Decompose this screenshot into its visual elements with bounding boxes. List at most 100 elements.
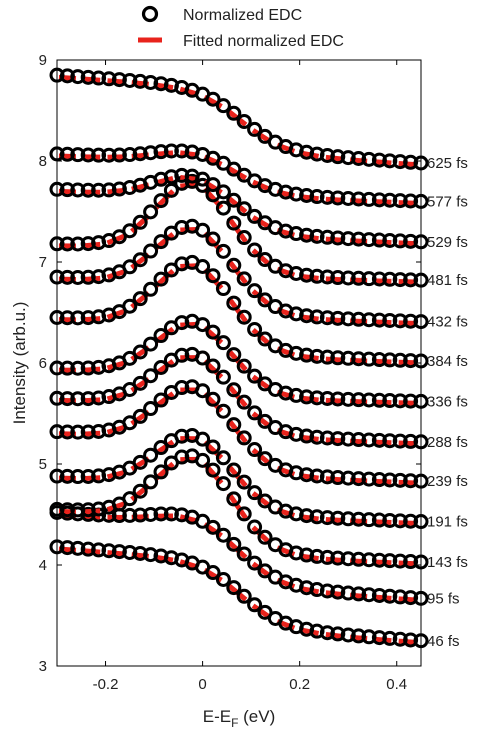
edc-point bbox=[215, 403, 231, 419]
edc-point bbox=[351, 392, 367, 408]
edc-point bbox=[80, 182, 96, 198]
edc-point bbox=[143, 506, 159, 522]
edc-point bbox=[371, 512, 387, 528]
edc-point bbox=[122, 298, 138, 314]
edc-point bbox=[153, 392, 169, 408]
edc-point bbox=[340, 231, 356, 247]
series-group bbox=[49, 427, 429, 530]
edc-point bbox=[413, 434, 429, 450]
edc-point bbox=[70, 269, 86, 285]
edc-point bbox=[330, 470, 346, 486]
edc-point bbox=[247, 321, 263, 337]
edc-point bbox=[392, 272, 408, 288]
series-group bbox=[49, 379, 429, 489]
edc-point bbox=[257, 529, 273, 545]
fit-dash bbox=[179, 86, 198, 97]
edc-point bbox=[163, 506, 179, 522]
edc-point bbox=[257, 413, 273, 429]
edc-point bbox=[403, 233, 419, 249]
edc-point bbox=[143, 204, 159, 220]
series-group bbox=[49, 448, 429, 570]
curve-label: 432 fs bbox=[427, 314, 468, 331]
edc-point bbox=[361, 629, 377, 645]
edc-point bbox=[361, 432, 377, 448]
edc-point bbox=[122, 382, 138, 398]
edc-point bbox=[403, 193, 419, 209]
fit-dash bbox=[251, 411, 272, 429]
edc-point bbox=[403, 353, 419, 369]
edc-point bbox=[403, 590, 419, 606]
edc-point bbox=[215, 527, 231, 543]
edc-point bbox=[319, 549, 335, 565]
edc-point bbox=[403, 513, 419, 529]
x-tick-label: -0.2 bbox=[93, 676, 119, 693]
fit-dash bbox=[251, 289, 272, 308]
edc-point bbox=[122, 415, 138, 431]
fit-dash bbox=[154, 439, 175, 456]
series-group bbox=[49, 313, 429, 409]
edc-point bbox=[122, 147, 138, 163]
edc-point bbox=[153, 271, 169, 287]
x-axis-label-sub: F bbox=[231, 716, 238, 730]
edc-point bbox=[340, 585, 356, 601]
edc-point bbox=[392, 553, 408, 569]
edc-point bbox=[309, 509, 325, 525]
edc-point bbox=[319, 390, 335, 406]
series-group bbox=[49, 173, 429, 288]
edc-point bbox=[143, 336, 159, 352]
edc-point bbox=[174, 428, 190, 444]
edc-point bbox=[351, 471, 367, 487]
edc-point bbox=[143, 243, 159, 259]
edc-point bbox=[330, 230, 346, 246]
curve-label: 239 fs bbox=[427, 473, 468, 490]
edc-point bbox=[111, 544, 127, 560]
fit-dash bbox=[251, 525, 272, 546]
fit-dash bbox=[226, 216, 248, 244]
series-group bbox=[49, 67, 429, 171]
edc-point bbox=[392, 313, 408, 329]
edc-point bbox=[340, 551, 356, 567]
edc-point bbox=[403, 554, 419, 570]
edc-point bbox=[101, 543, 117, 559]
edc-point bbox=[49, 468, 65, 484]
edc-point bbox=[59, 68, 75, 84]
edc-point bbox=[371, 232, 387, 248]
series-group bbox=[49, 254, 429, 369]
edc-point bbox=[309, 228, 325, 244]
edc-point bbox=[351, 151, 367, 167]
edc-point bbox=[80, 391, 96, 407]
curve-label: 336 fs bbox=[427, 393, 468, 410]
edc-point bbox=[309, 468, 325, 484]
edc-point bbox=[340, 627, 356, 643]
edc-point bbox=[257, 604, 273, 620]
edc-point bbox=[392, 154, 408, 170]
edc-point bbox=[247, 283, 263, 299]
edc-point bbox=[205, 231, 221, 247]
edc-point bbox=[319, 189, 335, 205]
edc-point bbox=[215, 281, 231, 297]
legend-circle-marker bbox=[141, 5, 159, 23]
edc-point bbox=[163, 182, 179, 198]
edc-point bbox=[153, 193, 169, 209]
edc-point bbox=[371, 630, 387, 646]
edc-point bbox=[361, 312, 377, 328]
edc-point bbox=[59, 146, 75, 162]
edc-point bbox=[371, 152, 387, 168]
edc-point bbox=[330, 270, 346, 286]
edc-point bbox=[309, 189, 325, 205]
edc-point bbox=[413, 554, 429, 570]
edc-point bbox=[382, 630, 398, 646]
edc-point bbox=[70, 424, 86, 440]
edc-point bbox=[309, 390, 325, 406]
x-tick-label: 0 bbox=[198, 676, 206, 693]
edc-point bbox=[247, 405, 263, 421]
edc-point bbox=[143, 474, 159, 490]
y-tick-label: 7 bbox=[39, 254, 47, 271]
edc-point bbox=[226, 462, 242, 478]
axis-ticks: -0.2 0 0.2 0.4 3 4 5 6 7 8 9 bbox=[39, 52, 421, 693]
edc-point bbox=[319, 469, 335, 485]
edc-point bbox=[403, 473, 419, 489]
edc-point bbox=[319, 510, 335, 526]
edc-point bbox=[309, 429, 325, 445]
edc-point bbox=[257, 451, 273, 467]
